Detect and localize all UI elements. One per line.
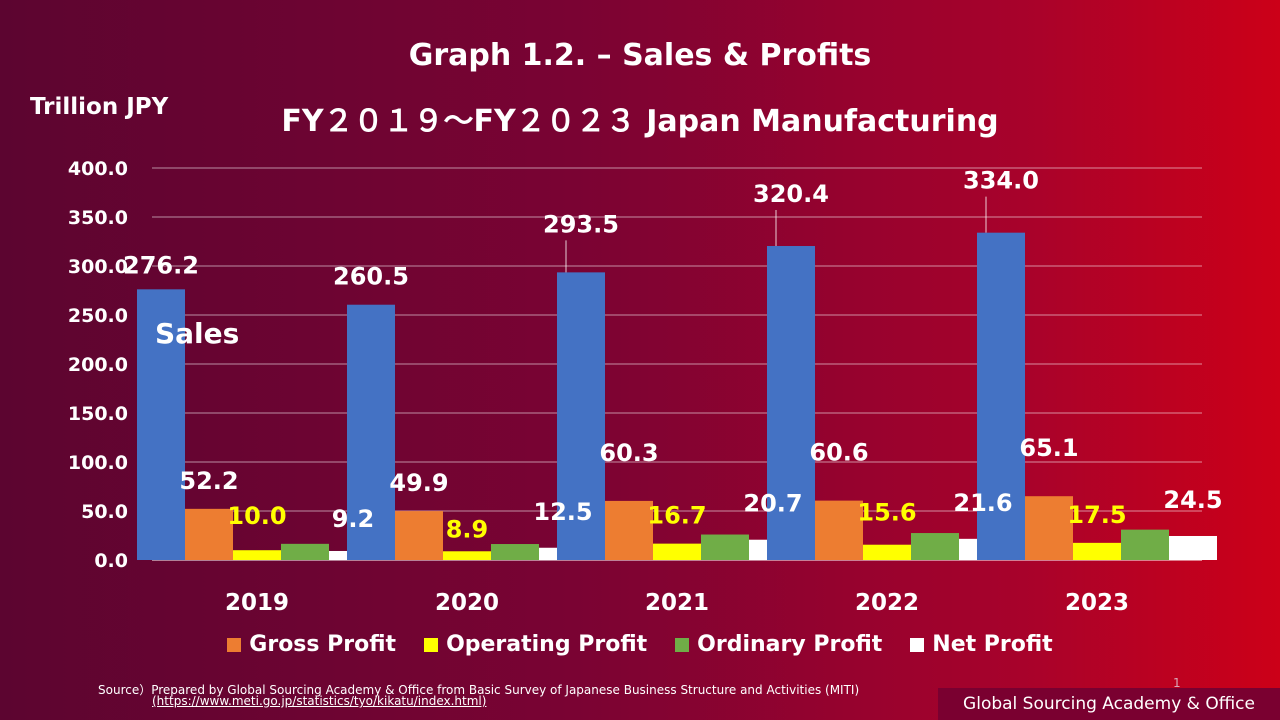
bar-sales <box>557 272 605 560</box>
bar-gross-profit <box>815 500 863 560</box>
bar-operating-profit <box>863 544 911 560</box>
bar-operating-profit <box>443 551 491 560</box>
y-tick-label: 150.0 <box>68 403 128 425</box>
bar-ordinary-profit <box>701 534 749 560</box>
bar-gross-profit <box>185 508 233 560</box>
data-label: 60.6 <box>809 439 868 467</box>
bar-sales <box>977 232 1025 560</box>
data-label: 9.2 <box>332 505 375 533</box>
y-tick-label: 50.0 <box>81 501 128 523</box>
bar-gross-profit <box>395 511 443 560</box>
bar-ordinary-profit <box>1121 529 1169 560</box>
data-label: 276.2 <box>123 251 199 279</box>
legend-item-gross-profit: Gross Profit <box>227 632 396 657</box>
data-label: 16.7 <box>647 502 706 530</box>
source-note: Source）Prepared by Global Sourcing Acade… <box>98 683 860 697</box>
data-label: 60.3 <box>599 439 658 467</box>
legend-label: Operating Profit <box>446 632 648 657</box>
data-label: 20.7 <box>743 490 802 518</box>
bar-operating-profit <box>1073 542 1121 560</box>
bar-sales <box>137 289 185 560</box>
y-tick-label: 0.0 <box>94 550 128 572</box>
legend-swatch-operating-profit <box>424 637 439 652</box>
x-tick-label: 2022 <box>855 590 919 616</box>
chart-title: Graph 1.2. – Sales & Profits <box>408 38 872 73</box>
data-label: 12.5 <box>533 498 592 526</box>
page-number: 1 <box>1173 676 1181 690</box>
legend-swatch-gross-profit <box>227 637 242 652</box>
bar-operating-profit <box>653 543 701 560</box>
x-tick-label: 2019 <box>225 590 289 616</box>
brand-banner: Global Sourcing Academy & Office <box>938 688 1280 720</box>
bar-sales <box>347 304 395 560</box>
y-tick-label: 300.0 <box>68 256 128 278</box>
bar-gross-profit <box>1025 496 1073 560</box>
legend-label: Gross Profit <box>249 632 397 657</box>
data-label: 8.9 <box>446 515 489 543</box>
bar-net-profit <box>1169 535 1217 560</box>
sales-series-label: Sales <box>155 317 239 350</box>
source-link[interactable]: (https://www.meti.go.jp/statistics/tyo/k… <box>152 694 487 708</box>
y-tick-label: 200.0 <box>68 354 128 376</box>
data-label: 260.5 <box>333 263 409 291</box>
legend-swatch-net-profit <box>910 637 925 652</box>
bar-ordinary-profit <box>911 533 959 560</box>
bar-gross-profit <box>605 500 653 560</box>
bar-sales <box>767 246 815 560</box>
y-tick-label: 100.0 <box>68 452 128 474</box>
bar-ordinary-profit <box>281 543 329 560</box>
legend-item-net-profit: Net Profit <box>910 632 1053 657</box>
legend-item-operating-profit: Operating Profit <box>424 632 647 657</box>
x-tick-label: 2021 <box>645 590 709 616</box>
data-label: 52.2 <box>179 467 238 495</box>
data-label: 320.4 <box>753 180 829 208</box>
x-tick-label: 2020 <box>435 590 499 616</box>
legend: Gross Profit Operating Profit Ordinary P… <box>0 632 1280 657</box>
y-tick-label: 250.0 <box>68 305 128 327</box>
data-label: 65.1 <box>1019 434 1078 462</box>
bar-ordinary-profit <box>491 544 539 560</box>
bar-operating-profit <box>233 550 281 560</box>
legend-label: Net Profit <box>932 632 1053 657</box>
data-label: 24.5 <box>1163 486 1222 514</box>
y-tick-label: 350.0 <box>68 207 128 229</box>
legend-item-ordinary-profit: Ordinary Profit <box>675 632 882 657</box>
legend-label: Ordinary Profit <box>697 632 883 657</box>
y-tick-label: 400.0 <box>68 158 128 180</box>
x-tick-label: 2023 <box>1065 590 1129 616</box>
data-label: 10.0 <box>227 502 286 530</box>
data-label: 21.6 <box>953 489 1012 517</box>
data-label: 293.5 <box>543 210 619 238</box>
data-label: 15.6 <box>857 499 916 527</box>
chart-subtitle: FY２０１９～FY２０２３ Japan Manufacturing <box>281 104 999 139</box>
data-label: 17.5 <box>1067 501 1126 529</box>
legend-swatch-ordinary-profit <box>675 637 690 652</box>
bar-chart: 0.0 50.0 100.0 150.0 200.0 250.0 300.0 350.0 400… <box>68 158 1222 616</box>
data-label: 334.0 <box>963 167 1039 195</box>
data-label: 49.9 <box>389 469 448 497</box>
y-axis-unit-label: Trillion JPY <box>30 94 169 120</box>
